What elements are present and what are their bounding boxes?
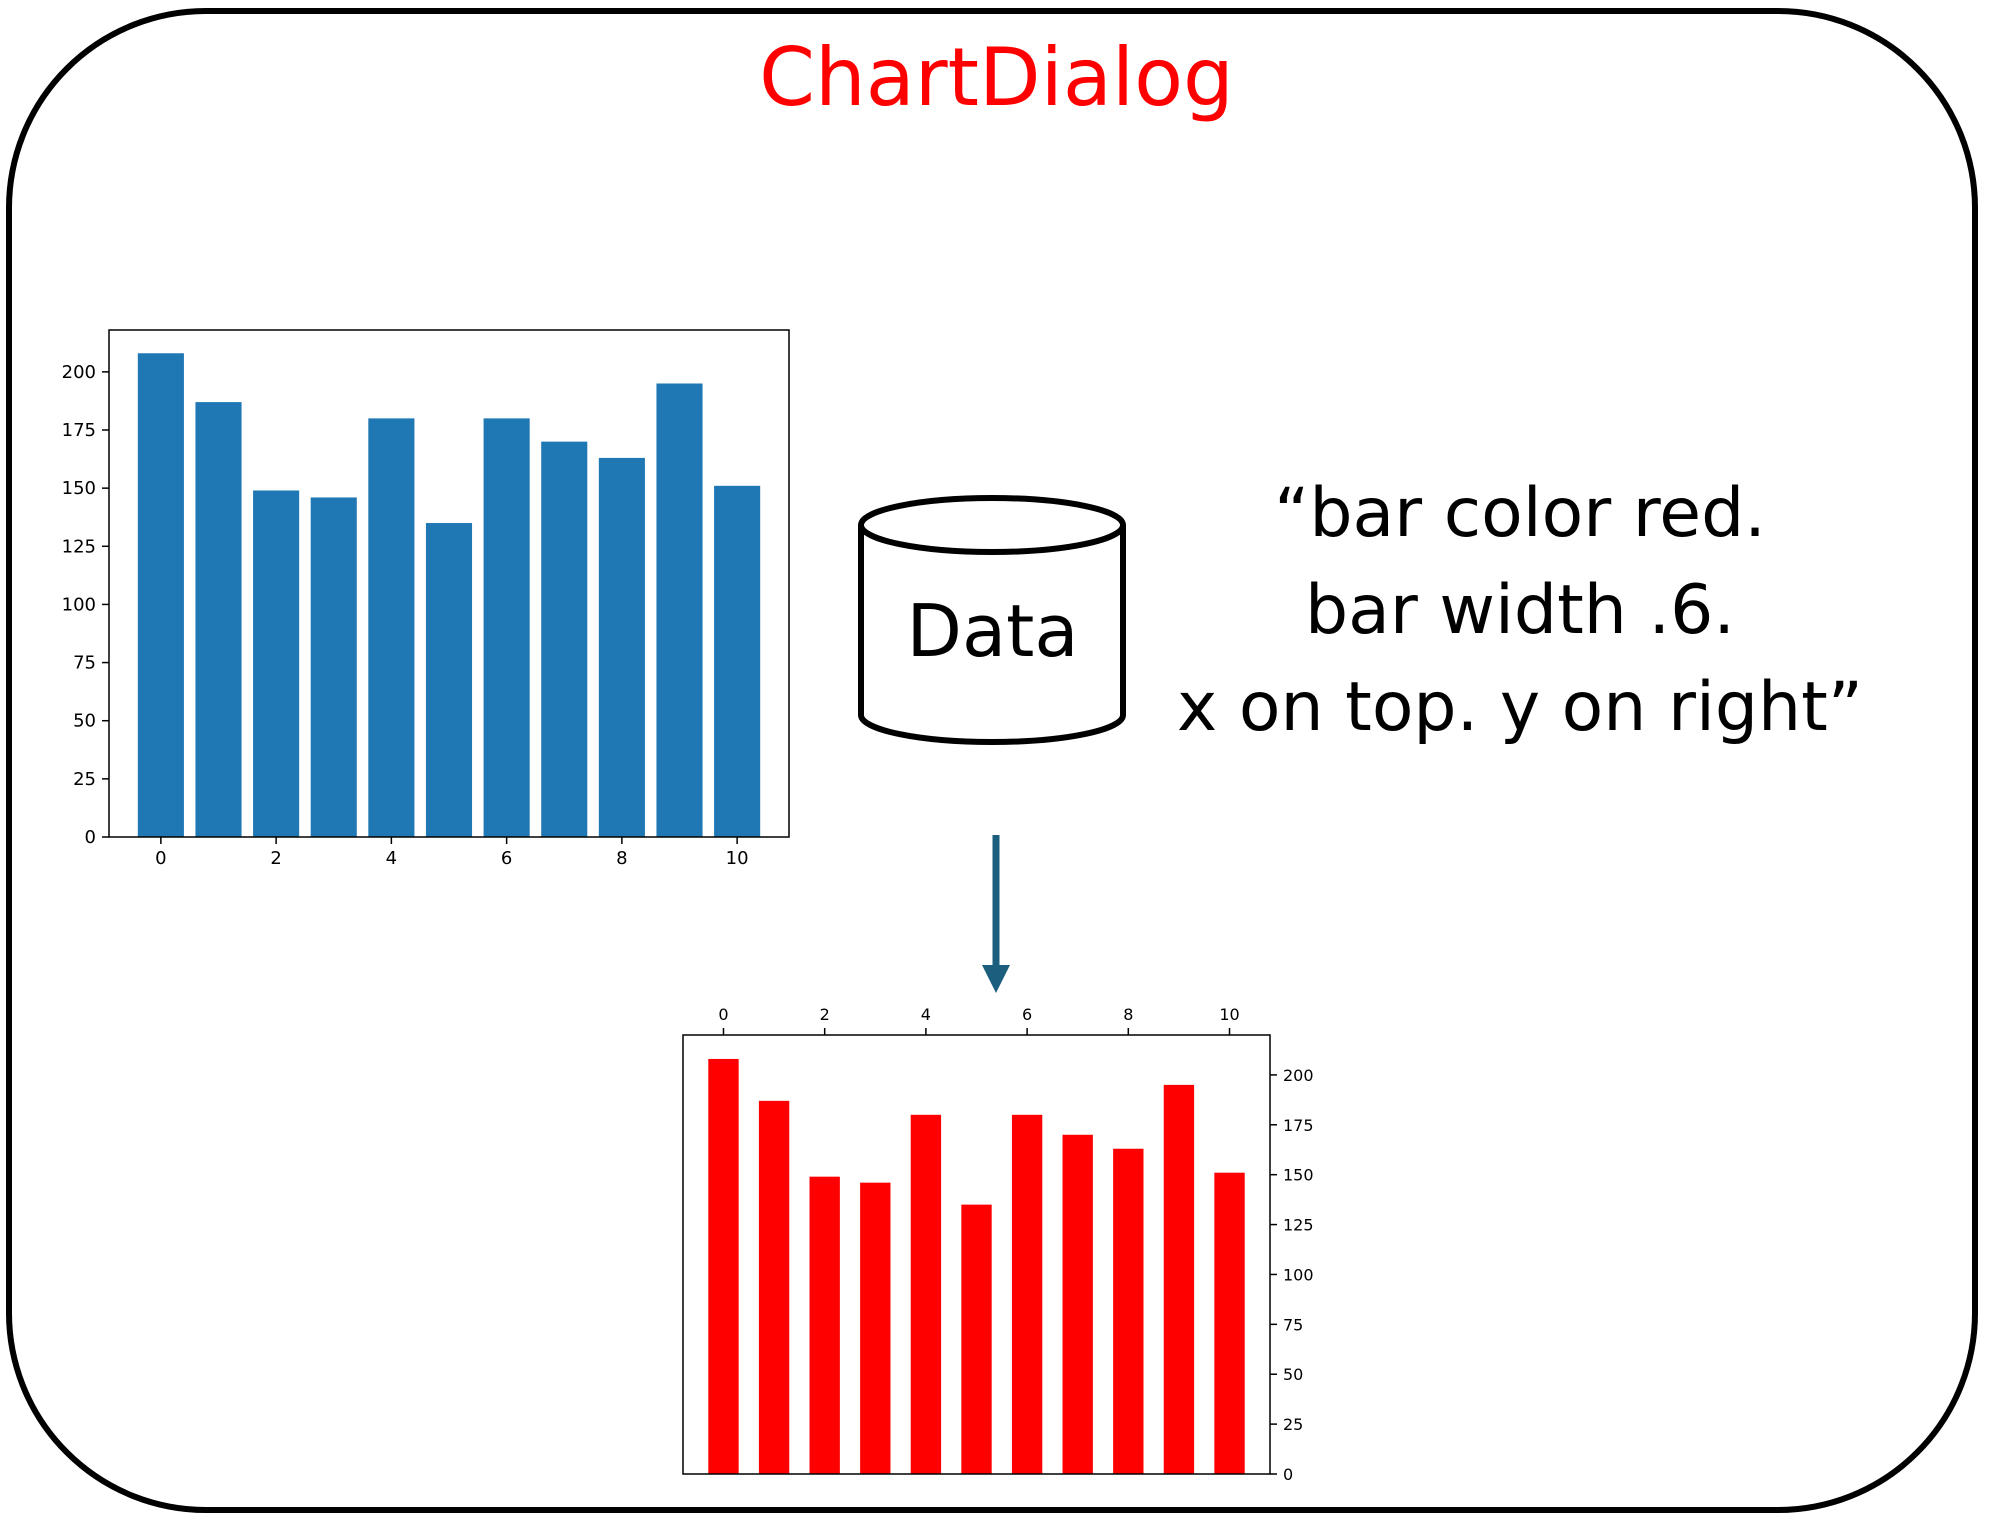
y-tick-label: 150 [62, 478, 96, 499]
arrow-down-icon [982, 835, 1010, 993]
x-tick-label: 6 [501, 848, 512, 869]
database-cylinder-icon: Data [855, 485, 1130, 755]
bar [195, 402, 242, 837]
bar [541, 441, 588, 837]
x-tick-label: 2 [820, 1005, 830, 1024]
y-tick-label: 125 [62, 536, 96, 557]
y-tick-label: 75 [73, 653, 96, 674]
bar [483, 418, 530, 837]
instruction-text: “bar color red. bar width .6. x on top. … [1150, 480, 1890, 771]
bar [714, 485, 761, 837]
y-tick-label: 0 [1283, 1465, 1293, 1484]
y-tick-label: 100 [62, 594, 96, 615]
bar [1011, 1114, 1043, 1474]
bar [310, 497, 357, 837]
bar [1113, 1148, 1144, 1474]
plot-frame [682, 1034, 1271, 1475]
bar [758, 1100, 790, 1474]
instruction-line: x on top. y on right” [1176, 668, 1863, 747]
bar [1163, 1084, 1195, 1474]
instruction-line: “bar color red. [1274, 474, 1766, 553]
bar [598, 457, 645, 837]
database-label: Data [906, 589, 1079, 673]
y-tick-label: 175 [1283, 1116, 1314, 1135]
y-tick-label: 75 [1283, 1315, 1303, 1334]
bar [1214, 1172, 1245, 1474]
x-tick-label: 0 [718, 1005, 728, 1024]
y-tick-label: 150 [1283, 1166, 1314, 1185]
x-tick-label: 4 [921, 1005, 931, 1024]
plot-frame [108, 329, 790, 838]
bar [368, 418, 415, 837]
page-title: ChartDialog [759, 31, 1234, 124]
y-tick-label: 125 [1283, 1216, 1314, 1235]
bar [137, 353, 184, 837]
x-tick-label: 8 [616, 848, 627, 869]
bar [961, 1204, 992, 1474]
bar [860, 1182, 891, 1474]
y-tick-label: 0 [85, 827, 96, 848]
bar [253, 490, 300, 837]
y-tick-label: 100 [1283, 1265, 1314, 1284]
x-tick-label: 10 [1219, 1005, 1239, 1024]
bar [425, 523, 473, 837]
y-tick-label: 200 [1283, 1066, 1314, 1085]
y-tick-label: 25 [1283, 1415, 1303, 1434]
x-tick-label: 2 [270, 848, 281, 869]
bar [708, 1058, 739, 1474]
y-tick-label: 175 [62, 420, 96, 441]
x-tick-label: 0 [155, 848, 166, 869]
bar [809, 1176, 840, 1474]
bar [910, 1114, 942, 1474]
bar [656, 383, 703, 837]
y-tick-label: 50 [73, 711, 96, 732]
bar [1062, 1134, 1093, 1474]
y-tick-label: 50 [1283, 1365, 1303, 1384]
x-tick-label: 8 [1123, 1005, 1133, 1024]
instruction-line: bar width .6. [1305, 571, 1735, 650]
x-tick-label: 10 [726, 848, 749, 869]
x-tick-label: 4 [386, 848, 397, 869]
x-tick-label: 6 [1022, 1005, 1032, 1024]
y-tick-label: 25 [73, 769, 96, 790]
y-tick-label: 200 [62, 362, 96, 383]
